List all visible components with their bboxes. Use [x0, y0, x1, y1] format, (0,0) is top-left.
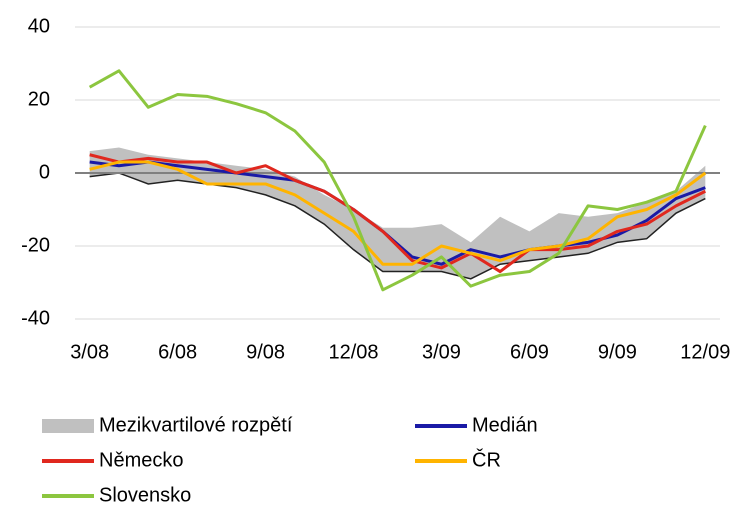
legend-label: Medián [472, 414, 538, 436]
x-tick-label: 3/09 [422, 341, 461, 363]
y-tick-label: -20 [21, 234, 50, 256]
y-tick-label: 0 [39, 161, 50, 183]
y-tick-label: 20 [28, 88, 50, 110]
x-tick-label: 12/08 [328, 341, 378, 363]
legend-label: Německo [99, 449, 183, 471]
y-tick-label: 40 [28, 15, 50, 37]
series-line [89, 153, 707, 274]
legend-label: Slovensko [99, 484, 191, 506]
x-tick-label: 9/08 [246, 341, 285, 363]
series-line [89, 160, 707, 266]
y-tick-label: -40 [21, 307, 50, 329]
x-tick-label: 3/08 [70, 341, 109, 363]
band-low-line [89, 172, 706, 280]
series-line [88, 69, 707, 292]
legend-label: ČR [472, 448, 501, 471]
x-tick-label: 6/09 [510, 341, 549, 363]
x-tick-label: 9/09 [598, 341, 637, 363]
legend-label: Mezikvartilové rozpětí [99, 414, 293, 436]
x-tick-label: 6/08 [158, 341, 197, 363]
x-tick-label: 12/09 [680, 341, 730, 363]
